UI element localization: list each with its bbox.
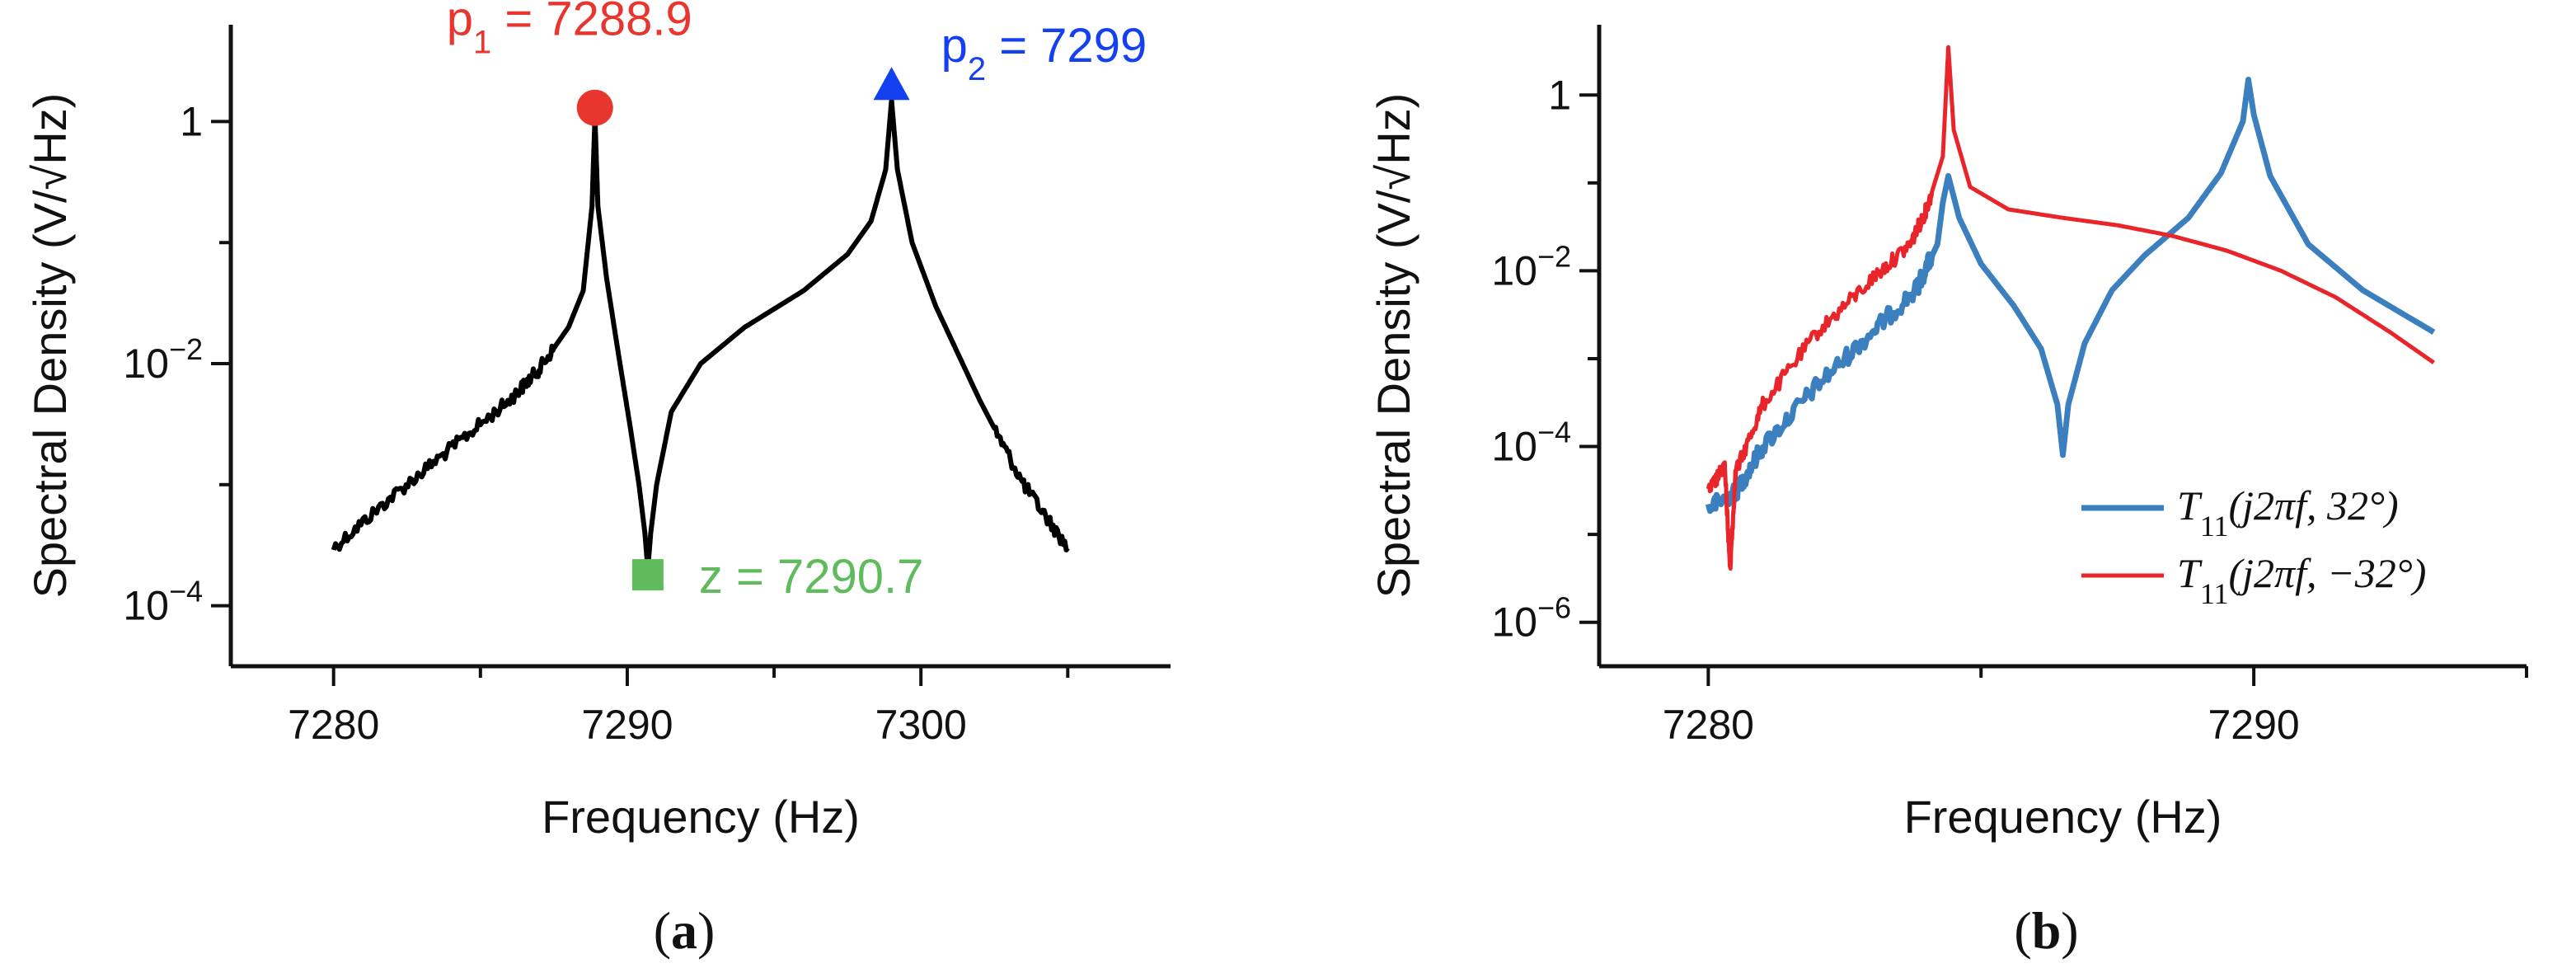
annotation-z: z = 7290.7 <box>699 550 924 604</box>
panel-a-label-close: ) <box>697 901 715 960</box>
panel-a-spectrum-line <box>331 97 1070 572</box>
legend-32deg-symbol: T <box>2177 482 2203 529</box>
panel-b-y-tick-label: 10−4 <box>1491 416 1571 470</box>
legend-label-minus32deg: T11(j2πf, −32°) <box>2177 550 2426 610</box>
panel-a-y-axis-label: Spectral Density (V/√Hz) <box>24 93 76 599</box>
annotation-p1-value: = 7288.9 <box>491 0 692 46</box>
annotation-p2-value: = 7299 <box>986 19 1147 73</box>
panel-a-y-tick-label: 10−2 <box>123 332 203 387</box>
panel-b-label: (b) <box>2014 901 2078 960</box>
annotation-z-value: = 7290.7 <box>723 550 924 604</box>
panel-b-x-axis-label: Frequency (Hz) <box>1904 791 2222 843</box>
panel-a-x-axis-label: Frequency (Hz) <box>542 791 860 843</box>
annotation-p1-base: p <box>447 0 473 46</box>
annotation-p1: p1 = 7288.9 <box>447 0 692 61</box>
panel-b-label-letter: b <box>2032 901 2062 960</box>
marker-p2 <box>873 67 910 101</box>
marker-z <box>631 559 664 591</box>
panel-a-y-tick-label: 10−4 <box>123 575 203 629</box>
annotation-p2: p2 = 7299 <box>941 19 1147 87</box>
panel-a-label-open: ( <box>654 901 671 960</box>
panel-a-x-tick-label: 7300 <box>875 702 967 748</box>
panel-a-label: (a) <box>654 901 716 960</box>
legend-32deg-sub: 11 <box>2200 510 2229 543</box>
legend-minus32deg-args: (j2πf, −32°) <box>2228 550 2426 596</box>
legend-label-32deg: T11(j2πf, 32°) <box>2177 482 2399 543</box>
panel-a-y-tick-label: 1 <box>180 98 203 144</box>
panel-a-x-tick-label: 7280 <box>288 702 379 748</box>
legend-32deg-args: (j2πf, 32°) <box>2228 482 2398 529</box>
annotation-p1-sub: 1 <box>473 25 491 61</box>
panel-b-series-32deg-line <box>1705 77 2436 515</box>
panel-b-y-tick-label: 10−2 <box>1491 239 1571 294</box>
annotation-p2-sub: 2 <box>968 51 986 87</box>
panel-b-label-close: ) <box>2061 901 2078 960</box>
panel-b-y-tick-label: 10−6 <box>1491 591 1571 646</box>
marker-p1 <box>576 89 613 126</box>
panel-b-x-tick-label: 7290 <box>2208 702 2300 748</box>
annotation-p2-base: p <box>941 19 968 73</box>
legend-minus32deg-sub: 11 <box>2200 577 2229 610</box>
panel-b-x-tick-label: 7280 <box>1663 702 1754 748</box>
panel-a-chart: p1 = 7288.9 p2 = 7299 z = 7290.7 7280 729… <box>24 0 1171 960</box>
panel-b-y-axis-label: Spectral Density (V/√Hz) <box>1368 93 1419 599</box>
legend-minus32deg-symbol: T <box>2177 550 2203 596</box>
panel-b-label-open: ( <box>2014 901 2031 960</box>
panel-b-series-minus32deg-line <box>1706 45 2435 571</box>
annotation-z-base: z <box>699 550 723 604</box>
panel-b-legend: T11(j2πf, 32°) T11(j2πf, −32°) <box>2081 482 2426 610</box>
panel-a-label-letter: a <box>671 901 697 960</box>
panel-a-x-tick-label: 7290 <box>581 702 673 748</box>
panel-b-y-tick-label: 1 <box>1548 72 1571 118</box>
